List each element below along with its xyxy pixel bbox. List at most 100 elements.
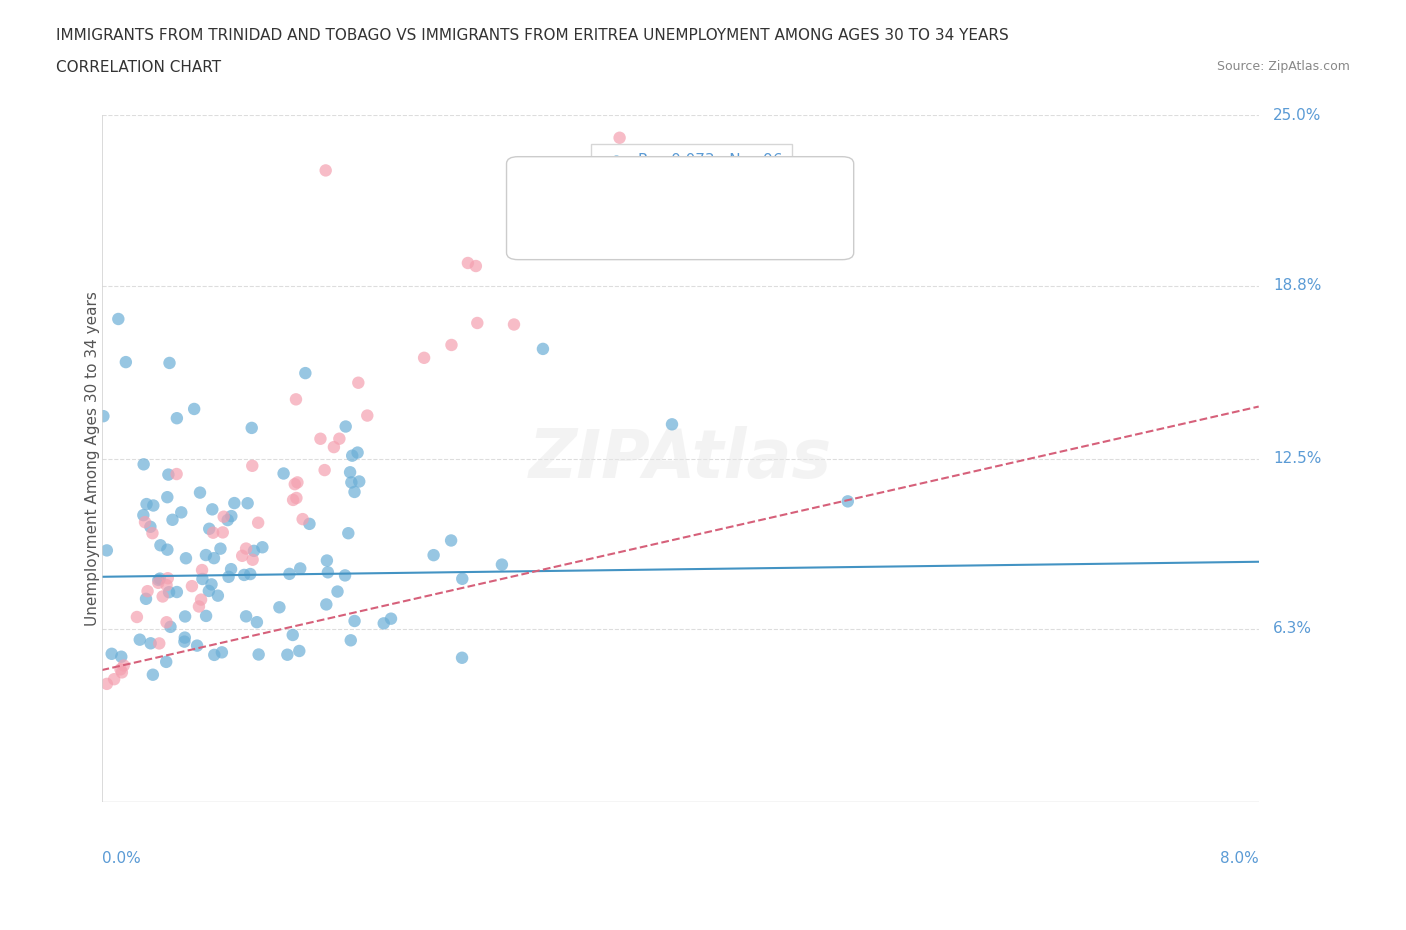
Point — [465, 315, 488, 330]
Point — [288, 644, 311, 658]
Point — [281, 493, 304, 508]
Point — [166, 585, 188, 600]
Point — [200, 577, 222, 591]
Text: Source: ZipAtlas.com: Source: ZipAtlas.com — [1216, 60, 1350, 73]
Point — [170, 505, 193, 520]
Point — [202, 551, 225, 565]
Point — [284, 477, 307, 492]
Point — [96, 543, 118, 558]
Point — [134, 514, 156, 529]
Point — [212, 510, 235, 525]
Point — [186, 638, 208, 653]
Point — [339, 632, 361, 647]
Point — [174, 551, 197, 565]
Text: CORRELATION CHART: CORRELATION CHART — [56, 60, 221, 75]
Text: 8.0%: 8.0% — [1220, 851, 1258, 867]
Point — [173, 634, 195, 649]
Point — [174, 609, 197, 624]
Point — [235, 541, 257, 556]
Point — [242, 552, 264, 567]
Point — [198, 522, 221, 537]
Point — [343, 485, 366, 499]
Point — [209, 541, 232, 556]
Point — [326, 584, 349, 599]
Point — [373, 616, 395, 631]
Point — [278, 566, 301, 581]
Point — [162, 512, 184, 527]
Point — [152, 589, 174, 604]
Point — [316, 553, 339, 568]
Point — [166, 411, 188, 426]
Point — [335, 419, 357, 434]
Point — [100, 646, 122, 661]
Point — [207, 588, 229, 603]
Point — [343, 614, 366, 629]
Point — [503, 317, 526, 332]
Text: Unemployment Among Ages 30 to 34 years: Unemployment Among Ages 30 to 34 years — [84, 291, 100, 626]
Point — [211, 644, 233, 659]
Point — [347, 474, 370, 489]
Point — [546, 240, 568, 255]
Point — [181, 578, 204, 593]
Text: 18.8%: 18.8% — [1274, 278, 1322, 293]
Point — [217, 512, 239, 527]
Point — [155, 615, 177, 630]
Point — [159, 619, 181, 634]
Point — [233, 567, 256, 582]
Point — [187, 599, 209, 614]
Point — [96, 676, 118, 691]
Point — [156, 490, 179, 505]
Point — [661, 417, 683, 432]
Point — [491, 557, 513, 572]
Point — [285, 392, 308, 406]
Point — [195, 608, 218, 623]
Point — [322, 440, 344, 455]
Point — [112, 658, 135, 673]
Point — [128, 632, 150, 647]
Point — [110, 662, 132, 677]
Point — [156, 571, 179, 586]
Point — [440, 533, 463, 548]
Text: ZIPAtlas: ZIPAtlas — [529, 426, 832, 492]
Point — [221, 509, 243, 524]
Point — [132, 457, 155, 472]
Point — [231, 549, 253, 564]
Point — [139, 636, 162, 651]
Point — [135, 497, 157, 512]
Point — [451, 650, 474, 665]
Point — [440, 338, 463, 352]
Text: 12.5%: 12.5% — [1274, 451, 1322, 466]
Point — [103, 671, 125, 686]
Point — [136, 584, 159, 599]
Point — [142, 668, 165, 683]
Point — [148, 573, 170, 588]
Point — [247, 647, 270, 662]
Point — [239, 566, 262, 581]
Point — [240, 420, 263, 435]
Legend: R = 0.073   N = 96, R = 0.480   N = 51: R = 0.073 N = 96, R = 0.480 N = 51 — [591, 144, 792, 198]
Point — [309, 432, 332, 446]
Point — [252, 539, 274, 554]
Point — [218, 569, 240, 584]
Point — [273, 466, 295, 481]
Point — [198, 583, 221, 598]
Point — [183, 402, 205, 417]
Point — [464, 259, 486, 273]
Point — [269, 600, 291, 615]
Point — [276, 647, 298, 662]
Point — [413, 351, 436, 365]
Point — [347, 376, 370, 391]
Point — [356, 408, 378, 423]
Point — [346, 445, 368, 460]
Point — [141, 525, 163, 540]
Point — [457, 256, 479, 271]
Point — [110, 649, 132, 664]
Point — [155, 578, 177, 592]
Point — [290, 561, 312, 576]
Point — [333, 568, 356, 583]
Point — [211, 525, 233, 539]
Point — [328, 432, 350, 446]
Point — [340, 475, 363, 490]
Text: IMMIGRANTS FROM TRINIDAD AND TOBAGO VS IMMIGRANTS FROM ERITREA UNEMPLOYMENT AMON: IMMIGRANTS FROM TRINIDAD AND TOBAGO VS I… — [56, 28, 1010, 43]
FancyBboxPatch shape — [506, 156, 853, 259]
